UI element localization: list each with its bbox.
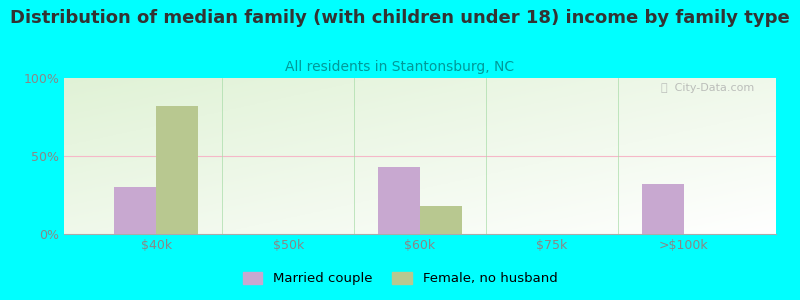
Bar xyxy=(156,106,198,234)
Bar xyxy=(420,206,462,234)
Text: All residents in Stantonsburg, NC: All residents in Stantonsburg, NC xyxy=(286,60,514,74)
Text: ⓘ  City-Data.com: ⓘ City-Data.com xyxy=(662,83,754,93)
Text: Distribution of median family (with children under 18) income by family type: Distribution of median family (with chil… xyxy=(10,9,790,27)
Legend: Married couple, Female, no husband: Married couple, Female, no husband xyxy=(238,266,562,290)
Bar xyxy=(114,187,156,234)
Bar xyxy=(642,184,684,234)
Bar xyxy=(378,167,420,234)
